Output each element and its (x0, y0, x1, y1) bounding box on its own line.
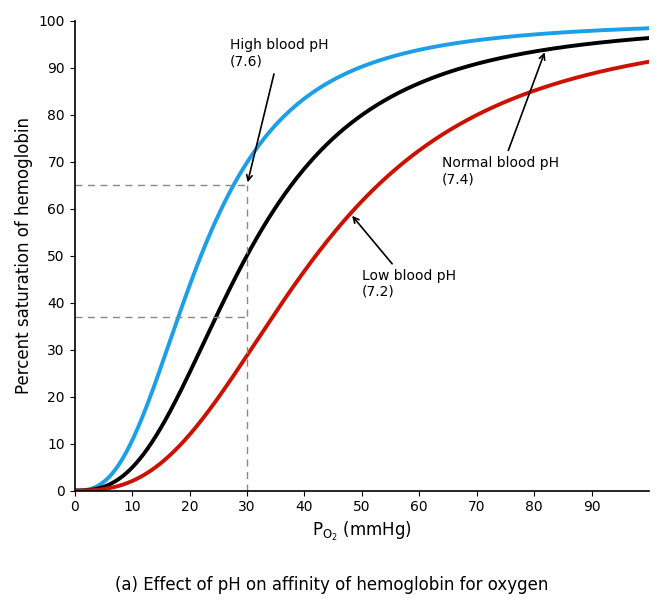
X-axis label: $\mathregular{P_{O_2}}$ (mmHg): $\mathregular{P_{O_2}}$ (mmHg) (312, 520, 412, 543)
Text: (a) Effect of pH on affinity of hemoglobin for oxygen: (a) Effect of pH on affinity of hemoglob… (116, 576, 548, 594)
Text: Low blood pH
(7.2): Low blood pH (7.2) (353, 217, 456, 299)
Text: Normal blood pH
(7.4): Normal blood pH (7.4) (442, 54, 559, 186)
Y-axis label: Percent saturation of hemoglobin: Percent saturation of hemoglobin (15, 117, 33, 394)
Text: High blood pH
(7.6): High blood pH (7.6) (230, 38, 328, 181)
